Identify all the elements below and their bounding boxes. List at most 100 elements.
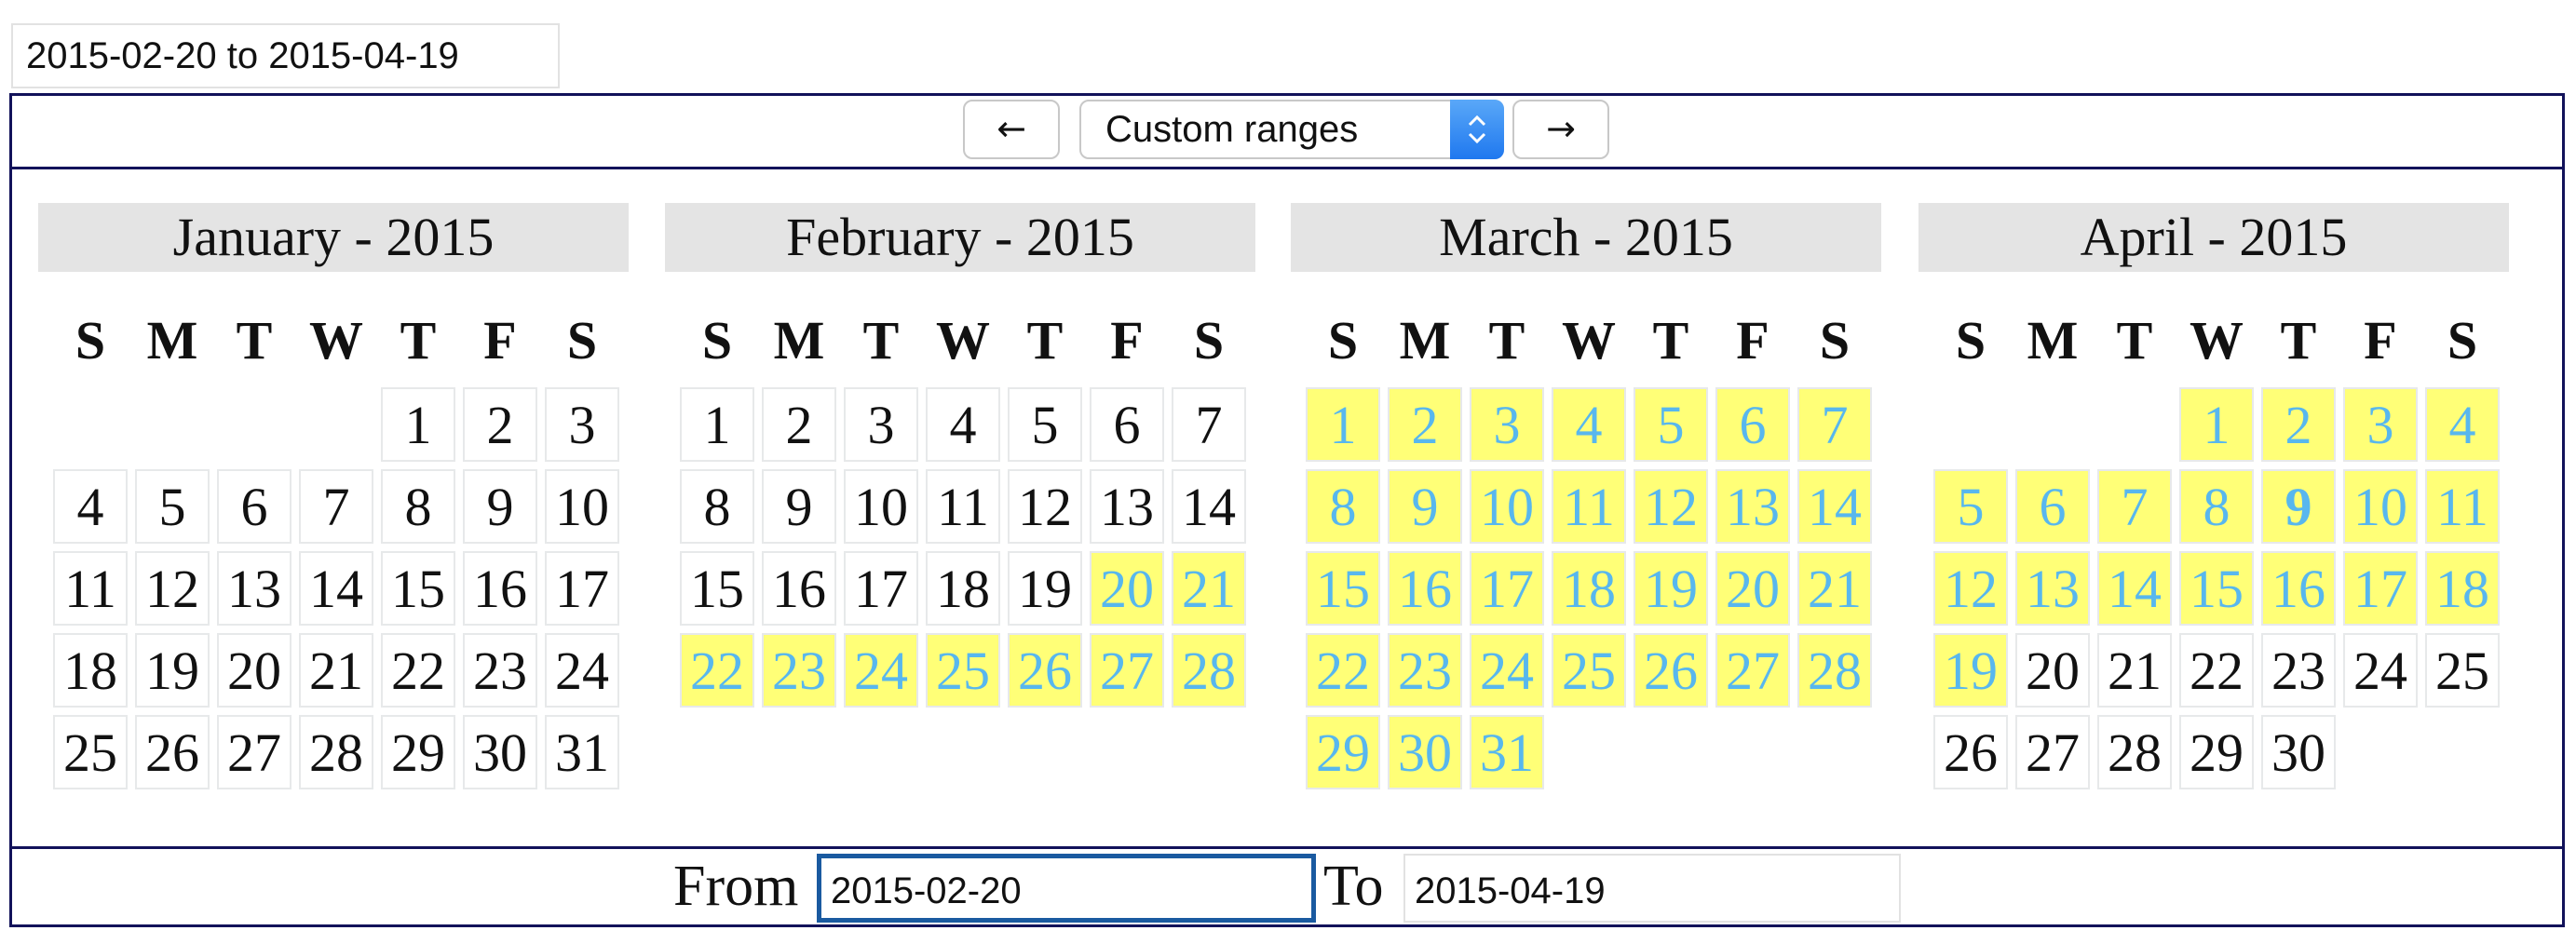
day-cell[interactable]: 15 [2179,551,2254,626]
day-cell[interactable]: 24 [844,633,918,708]
previous-month-button[interactable]: ← [963,100,1060,159]
day-cell[interactable]: 15 [381,551,455,626]
day-cell[interactable]: 26 [1008,633,1082,708]
day-cell[interactable]: 22 [381,633,455,708]
day-cell[interactable]: 26 [1933,715,2008,789]
day-cell[interactable]: 28 [2097,715,2172,789]
day-cell[interactable]: 18 [53,633,128,708]
day-cell[interactable]: 7 [1172,387,1246,462]
day-cell[interactable]: 4 [2425,387,2500,462]
day-cell[interactable]: 11 [2425,469,2500,544]
day-cell[interactable]: 28 [1797,633,1872,708]
day-cell[interactable]: 28 [299,715,373,789]
day-cell[interactable]: 1 [680,387,754,462]
day-cell[interactable]: 9 [2261,469,2336,544]
day-cell[interactable]: 15 [1306,551,1380,626]
day-cell[interactable]: 17 [545,551,619,626]
day-cell[interactable]: 14 [2097,551,2172,626]
day-cell[interactable]: 20 [2015,633,2090,708]
day-cell[interactable]: 1 [381,387,455,462]
day-cell[interactable]: 21 [1797,551,1872,626]
day-cell[interactable]: 24 [2343,633,2418,708]
day-cell[interactable]: 2 [463,387,537,462]
day-cell[interactable]: 27 [217,715,291,789]
day-cell[interactable]: 12 [135,551,210,626]
day-cell[interactable]: 9 [762,469,836,544]
day-cell[interactable]: 15 [680,551,754,626]
day-cell[interactable]: 21 [299,633,373,708]
day-cell[interactable]: 16 [463,551,537,626]
day-cell[interactable]: 17 [2343,551,2418,626]
day-cell[interactable]: 13 [217,551,291,626]
day-cell[interactable]: 3 [844,387,918,462]
day-cell[interactable]: 3 [1470,387,1544,462]
day-cell[interactable]: 3 [2343,387,2418,462]
day-cell[interactable]: 13 [1090,469,1164,544]
day-cell[interactable]: 27 [2015,715,2090,789]
day-cell[interactable]: 2 [1388,387,1462,462]
day-cell[interactable]: 5 [135,469,210,544]
day-cell[interactable]: 19 [1933,633,2008,708]
day-cell[interactable]: 7 [2097,469,2172,544]
day-cell[interactable]: 23 [762,633,836,708]
range-preset-select[interactable]: Custom ranges [1079,100,1504,159]
day-cell[interactable]: 14 [1797,469,1872,544]
day-cell[interactable]: 23 [2261,633,2336,708]
day-cell[interactable]: 8 [381,469,455,544]
day-cell[interactable]: 18 [1552,551,1626,626]
day-cell[interactable]: 8 [2179,469,2254,544]
day-cell[interactable]: 6 [2015,469,2090,544]
to-date-input[interactable]: 2015-04-19 [1403,854,1901,923]
day-cell[interactable]: 6 [1090,387,1164,462]
day-cell[interactable]: 24 [1470,633,1544,708]
day-cell[interactable]: 19 [1634,551,1708,626]
day-cell[interactable]: 8 [680,469,754,544]
day-cell[interactable]: 22 [1306,633,1380,708]
day-cell[interactable]: 29 [381,715,455,789]
date-range-display[interactable]: 2015-02-20 to 2015-04-19 [11,23,560,88]
day-cell[interactable]: 19 [135,633,210,708]
day-cell[interactable]: 8 [1306,469,1380,544]
day-cell[interactable]: 5 [1933,469,2008,544]
day-cell[interactable]: 26 [135,715,210,789]
day-cell[interactable]: 7 [1797,387,1872,462]
day-cell[interactable]: 21 [2097,633,2172,708]
day-cell[interactable]: 6 [1715,387,1790,462]
day-cell[interactable]: 27 [1715,633,1790,708]
day-cell[interactable]: 25 [2425,633,2500,708]
day-cell[interactable]: 12 [1933,551,2008,626]
day-cell[interactable]: 6 [217,469,291,544]
day-cell[interactable]: 25 [53,715,128,789]
day-cell[interactable]: 23 [463,633,537,708]
day-cell[interactable]: 10 [844,469,918,544]
day-cell[interactable]: 14 [299,551,373,626]
day-cell[interactable]: 17 [1470,551,1544,626]
day-cell[interactable]: 16 [762,551,836,626]
day-cell[interactable]: 25 [1552,633,1626,708]
day-cell[interactable]: 20 [1715,551,1790,626]
day-cell[interactable]: 1 [2179,387,2254,462]
next-month-button[interactable]: → [1512,100,1609,159]
day-cell[interactable]: 4 [53,469,128,544]
day-cell[interactable]: 4 [926,387,1000,462]
day-cell[interactable]: 9 [463,469,537,544]
day-cell[interactable]: 18 [2425,551,2500,626]
day-cell[interactable]: 7 [299,469,373,544]
day-cell[interactable]: 12 [1008,469,1082,544]
day-cell[interactable]: 18 [926,551,1000,626]
day-cell[interactable]: 16 [1388,551,1462,626]
day-cell[interactable]: 25 [926,633,1000,708]
day-cell[interactable]: 29 [1306,715,1380,789]
day-cell[interactable]: 11 [1552,469,1626,544]
day-cell[interactable]: 2 [762,387,836,462]
day-cell[interactable]: 16 [2261,551,2336,626]
day-cell[interactable]: 23 [1388,633,1462,708]
day-cell[interactable]: 24 [545,633,619,708]
day-cell[interactable]: 3 [545,387,619,462]
day-cell[interactable]: 31 [545,715,619,789]
day-cell[interactable]: 30 [463,715,537,789]
day-cell[interactable]: 2 [2261,387,2336,462]
day-cell[interactable]: 4 [1552,387,1626,462]
day-cell[interactable]: 10 [2343,469,2418,544]
day-cell[interactable]: 13 [1715,469,1790,544]
